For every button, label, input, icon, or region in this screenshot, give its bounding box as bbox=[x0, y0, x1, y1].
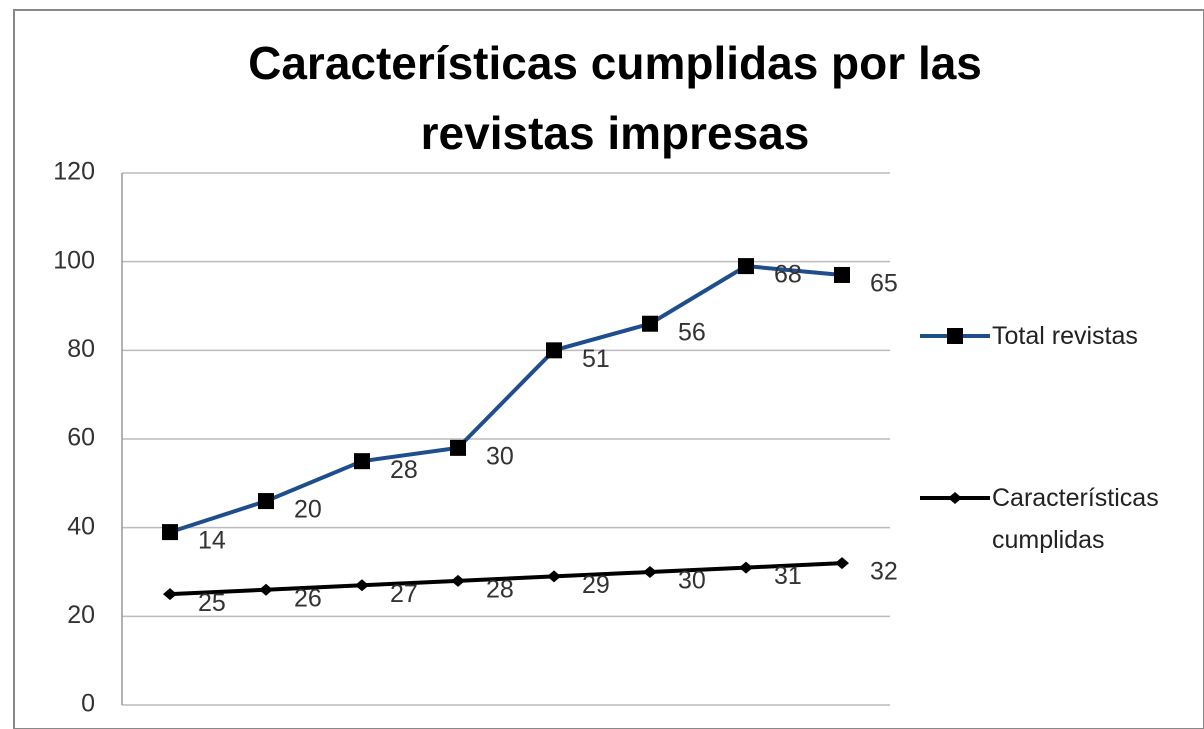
point-marker bbox=[162, 524, 178, 541]
data-label: 27 bbox=[390, 580, 418, 608]
data-label: 28 bbox=[486, 575, 514, 603]
point-marker bbox=[547, 570, 561, 583]
legend-label: Total revistas bbox=[992, 322, 1138, 350]
point-marker bbox=[948, 492, 962, 504]
point-marker bbox=[835, 557, 849, 570]
y-tick-label: 80 bbox=[67, 335, 95, 363]
y-tick-label: 40 bbox=[67, 512, 95, 540]
point-marker bbox=[259, 583, 273, 596]
data-label: 20 bbox=[294, 496, 322, 524]
point-marker bbox=[258, 493, 274, 510]
chart-title: Características cumplidas por las revist… bbox=[248, 37, 982, 159]
point-marker bbox=[163, 588, 177, 601]
point-marker bbox=[947, 328, 963, 344]
data-label: 30 bbox=[678, 567, 706, 595]
point-marker bbox=[643, 566, 657, 578]
point-marker bbox=[739, 561, 753, 574]
y-tick-label: 0 bbox=[81, 690, 95, 718]
point-marker bbox=[642, 315, 658, 332]
series-line bbox=[169, 561, 843, 597]
y-tick-label: 120 bbox=[53, 158, 95, 186]
point-marker bbox=[355, 579, 369, 592]
data-label: 30 bbox=[486, 442, 514, 470]
data-label: 14 bbox=[198, 527, 226, 555]
data-label: 25 bbox=[198, 589, 226, 617]
data-label: 32 bbox=[870, 558, 898, 586]
series-line bbox=[169, 264, 843, 535]
data-label: 26 bbox=[294, 584, 322, 612]
data-label: 31 bbox=[774, 562, 802, 590]
point-marker bbox=[354, 453, 370, 470]
chart-border bbox=[13, 9, 1204, 729]
data-label: 28 bbox=[390, 456, 418, 484]
data-label: 29 bbox=[582, 571, 610, 599]
y-tick-label: 20 bbox=[67, 601, 95, 629]
y-tick-label: 100 bbox=[53, 246, 95, 274]
data-label: 65 bbox=[870, 270, 898, 298]
point-marker bbox=[546, 342, 562, 359]
data-label: 51 bbox=[582, 345, 610, 373]
point-marker bbox=[834, 266, 850, 283]
y-tick-label: 60 bbox=[67, 424, 95, 452]
point-marker bbox=[451, 574, 465, 587]
legend-label: Características cumplidas bbox=[992, 484, 1159, 554]
data-label: 68 bbox=[774, 261, 802, 289]
data-label: 56 bbox=[678, 318, 706, 346]
point-marker bbox=[450, 439, 466, 456]
point-marker bbox=[738, 258, 754, 275]
